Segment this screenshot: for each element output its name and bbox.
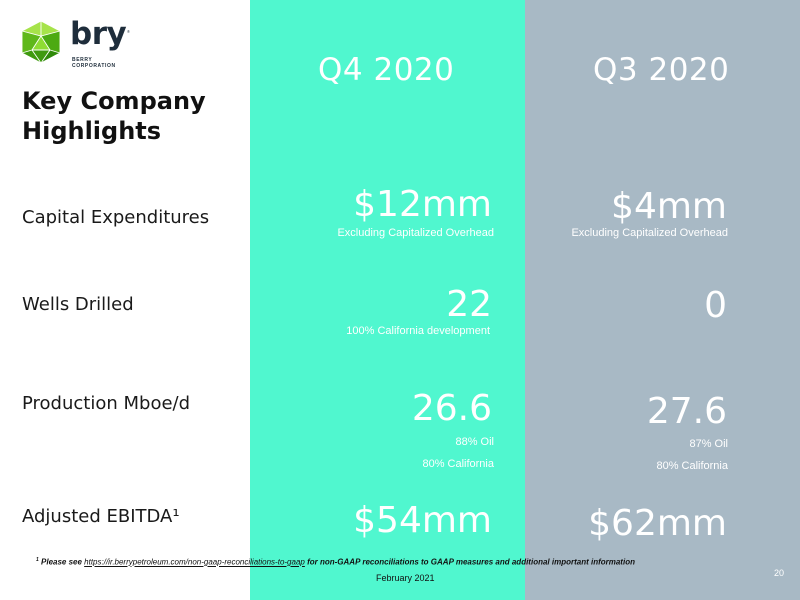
footnote-prefix: Please see [38,557,85,567]
q3-production-value: 27.6 [646,391,727,432]
q4-production-value: 26.6 [411,388,492,429]
q4-wells-note: 100% California development [346,325,490,337]
page-title: Key Company Highlights [22,87,206,145]
footnote-suffix: for non-GAAP reconciliations to GAAP mea… [304,557,635,567]
footer-date: February 2021 [376,573,435,583]
footnote-marker: 1 [36,557,39,563]
footnote: 1 Please see https://ir.berrypetroleum.c… [36,557,635,567]
wells-label: Wells Drilled [22,294,134,315]
q4-capex-value: $12mm [353,184,492,225]
ebitda-label: Adjusted EBITDA¹ [22,506,180,527]
logo-wordmark: bry [70,16,127,52]
q4-capex-note: Excluding Capitalized Overhead [337,227,494,239]
q4-production-california: 80% California [422,458,494,470]
q4-production-oil: 88% Oil [455,436,494,448]
q3-wells-value: 0 [704,285,727,326]
q4-wells-value: 22 [446,284,492,325]
berry-logo: bry ® BERRY CORPORATION [20,16,140,72]
q4-ebitda-value: $54mm [353,500,492,541]
page-number: 20 [774,568,785,578]
gem-logo-icon [21,20,61,64]
non-gaap-link[interactable]: https://ir.berrypetroleum.com/non-gaap-r… [84,557,305,567]
logo-subtitle: BERRY CORPORATION [72,57,116,69]
q4-column-background [250,0,525,600]
q3-ebitda-value: $62mm [588,503,727,544]
q3-capex-value: $4mm [611,186,727,227]
q3-production-california: 80% California [656,460,728,472]
logo-registered-mark: ® [127,29,130,34]
q4-column-header: Q4 2020 [318,52,455,88]
q3-column-background [525,0,800,600]
q3-column-header: Q3 2020 [593,52,730,88]
production-label: Production Mboe/d [22,393,191,414]
q3-capex-note: Excluding Capitalized Overhead [571,227,728,239]
capex-label: Capital Expenditures [22,207,210,228]
q3-production-oil: 87% Oil [689,438,728,450]
